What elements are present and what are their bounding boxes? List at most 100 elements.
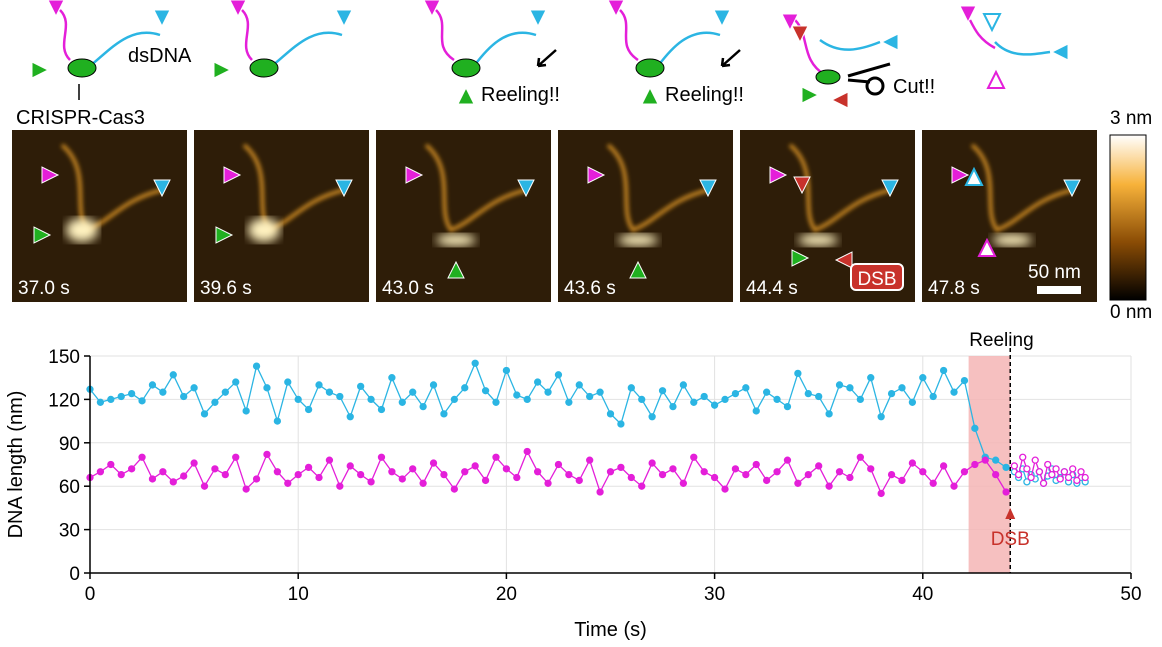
arrowhead (801, 86, 820, 104)
data-point (169, 371, 177, 379)
afm-image (558, 130, 733, 302)
panel-time: 39.6 s (200, 278, 252, 299)
data-point (1002, 463, 1010, 472)
arrowhead (791, 249, 810, 267)
data-point (544, 479, 552, 487)
cas3-blob (248, 218, 280, 242)
data-point (481, 387, 490, 395)
cas3-blob (66, 218, 98, 242)
data-point (252, 362, 261, 370)
arrowhead (153, 9, 171, 28)
data-point (325, 456, 334, 464)
data-point (638, 395, 646, 404)
data-point (232, 378, 240, 386)
x-tick-label: 50 (1120, 584, 1141, 605)
arrowhead (31, 61, 50, 79)
data-point (950, 388, 958, 396)
dna-cyan (994, 41, 1051, 56)
arrowhead (769, 166, 788, 184)
data-point (523, 395, 531, 404)
data-point (242, 485, 250, 493)
scissors (865, 76, 885, 96)
data-point (1052, 465, 1060, 473)
x-tick-label: 40 (912, 584, 933, 605)
afm-image (12, 130, 187, 302)
dna-cyan (473, 31, 537, 67)
arrowhead (830, 91, 849, 109)
data-point (190, 384, 198, 392)
data-point (367, 478, 375, 486)
data-point (304, 405, 313, 414)
data-point (388, 468, 396, 476)
dna-magenta (59, 9, 71, 61)
data-point (679, 381, 688, 389)
arrowhead (959, 5, 977, 24)
y-tick-label: 0 (69, 564, 80, 585)
afm-image (922, 130, 1097, 302)
dna-strand (606, 143, 709, 233)
data-point (440, 470, 448, 479)
data-point (960, 376, 969, 385)
panel-time: 43.0 s (382, 278, 434, 299)
y-axis-label: DNA length (nm) (5, 391, 27, 539)
data-point (627, 473, 635, 482)
data-point (336, 482, 344, 490)
chart: 0 30 60 90 120 150 0 10 20 30 40 50 Reeling DSB Time (… (5, 330, 1142, 641)
arrowhead (880, 33, 899, 51)
data-point (107, 460, 115, 469)
data-point (648, 459, 656, 467)
data-point (263, 384, 271, 392)
data-point (1027, 473, 1035, 482)
data-point (1060, 468, 1069, 476)
diagrams (31, 0, 1069, 109)
cas3 (67, 58, 97, 78)
reel-arrow (536, 49, 557, 68)
data-point (690, 453, 698, 461)
data-point (159, 388, 167, 396)
data-point (783, 456, 792, 464)
data-point (273, 417, 282, 425)
data-point (221, 388, 229, 396)
data-point (1023, 465, 1031, 473)
data-point (284, 479, 292, 487)
data-point (752, 460, 760, 469)
data-point (1048, 470, 1056, 479)
dna-magenta (794, 19, 826, 77)
panel-time: 37.0 s (18, 278, 70, 299)
data-point (294, 395, 302, 404)
data-point (1077, 468, 1085, 476)
data-point (409, 388, 417, 396)
data-point (898, 384, 906, 392)
data-point (1069, 465, 1077, 473)
dsb-panel-label: DSB (857, 269, 896, 290)
dna-cyan (89, 31, 161, 67)
data-point (127, 465, 136, 473)
arrowhead (607, 0, 625, 18)
data-point (856, 453, 864, 461)
data-point (1039, 479, 1048, 487)
y-tick-label: 150 (48, 347, 80, 368)
arrowhead (587, 166, 606, 184)
data-point (679, 479, 688, 487)
data-point (419, 402, 427, 411)
x-axis-label: Time (s) (574, 619, 647, 641)
data-point (502, 366, 511, 375)
dna-strand (970, 143, 1073, 233)
arrowhead (223, 166, 242, 184)
data-point (908, 459, 917, 467)
cas3-blob (618, 234, 658, 246)
afm-panels: 37.0 s 39.6 s 43.0 s 43.6 s 44.4 s 47.8 s DSB 5… (12, 130, 1097, 302)
data-point (554, 460, 563, 469)
data-point (898, 476, 906, 485)
data-point (96, 468, 105, 476)
arrowhead (47, 0, 65, 18)
data-point (586, 392, 594, 401)
x-tick-label: 10 (288, 584, 309, 605)
dsb-arrow (1005, 508, 1016, 519)
data-point (669, 465, 677, 473)
data-point (1023, 478, 1031, 486)
data-point (273, 468, 282, 476)
data-point (867, 465, 875, 473)
arrowhead (977, 237, 997, 257)
